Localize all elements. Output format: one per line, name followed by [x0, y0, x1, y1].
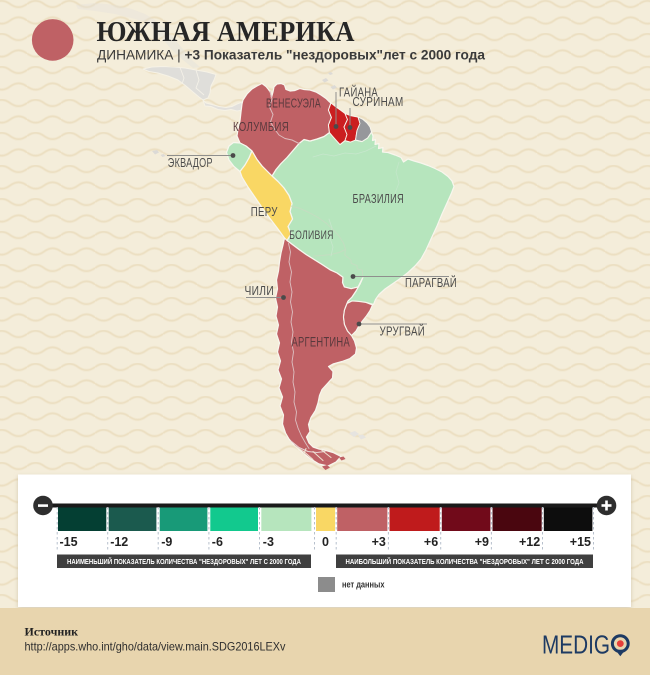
svg-text:ПЕРУ: ПЕРУ [251, 205, 278, 219]
svg-text:НАИБОЛЬШИЙ ПОКАЗАТЕЛЬ КОЛИЧЕСТ: НАИБОЛЬШИЙ ПОКАЗАТЕЛЬ КОЛИЧЕСТВА "НЕЗДОР… [346, 557, 584, 566]
svg-text:ГАЙАНА: ГАЙАНА [339, 85, 378, 100]
svg-text:-15: -15 [60, 535, 78, 549]
svg-text:+3: +3 [372, 535, 386, 549]
svg-text:КОЛУМБИЯ: КОЛУМБИЯ [233, 120, 289, 134]
svg-text:http://apps.who.int/gho/data/v: http://apps.who.int/gho/data/view.main.S… [25, 640, 286, 654]
svg-text:+6: +6 [424, 535, 438, 549]
svg-text:АРГЕНТИНА: АРГЕНТИНА [292, 335, 351, 350]
svg-text:ДИНАМИКА | +3 Показатель "незд: ДИНАМИКА | +3 Показатель "нездоровых"лет… [97, 47, 485, 63]
svg-text:ЧИЛИ: ЧИЛИ [245, 284, 275, 298]
svg-text:БРАЗИЛИЯ: БРАЗИЛИЯ [353, 192, 405, 206]
svg-text:ЭКВАДОР: ЭКВАДОР [168, 156, 213, 170]
svg-text:БОЛИВИЯ: БОЛИВИЯ [289, 228, 334, 242]
svg-text:ПАРАГВАЙ: ПАРАГВАЙ [405, 275, 457, 290]
svg-text:+12: +12 [519, 535, 540, 549]
svg-text:Источник: Источник [25, 625, 79, 639]
svg-text:нет данных: нет данных [342, 580, 385, 590]
svg-text:-12: -12 [110, 535, 128, 549]
svg-text:-3: -3 [263, 535, 274, 549]
svg-text:MEDIG: MEDIG [542, 630, 610, 660]
svg-text:ЮЖНАЯ АМЕРИКА: ЮЖНАЯ АМЕРИКА [97, 16, 355, 48]
svg-text:-9: -9 [161, 535, 172, 549]
svg-text:+9: +9 [475, 535, 489, 549]
svg-text:+15: +15 [570, 535, 591, 549]
svg-text:СУРИНАМ: СУРИНАМ [353, 95, 404, 109]
svg-text:0: 0 [322, 535, 329, 549]
svg-text:ВЕНЕСУЭЛА: ВЕНЕСУЭЛА [266, 97, 321, 111]
svg-text:-6: -6 [212, 535, 223, 549]
svg-text:УРУГВАЙ: УРУГВАЙ [380, 324, 426, 339]
svg-text:НАИМЕНЬШИЙ ПОКАЗАТЕЛЬ КОЛИЧЕСТ: НАИМЕНЬШИЙ ПОКАЗАТЕЛЬ КОЛИЧЕСТВА "НЕЗДОР… [67, 557, 301, 566]
